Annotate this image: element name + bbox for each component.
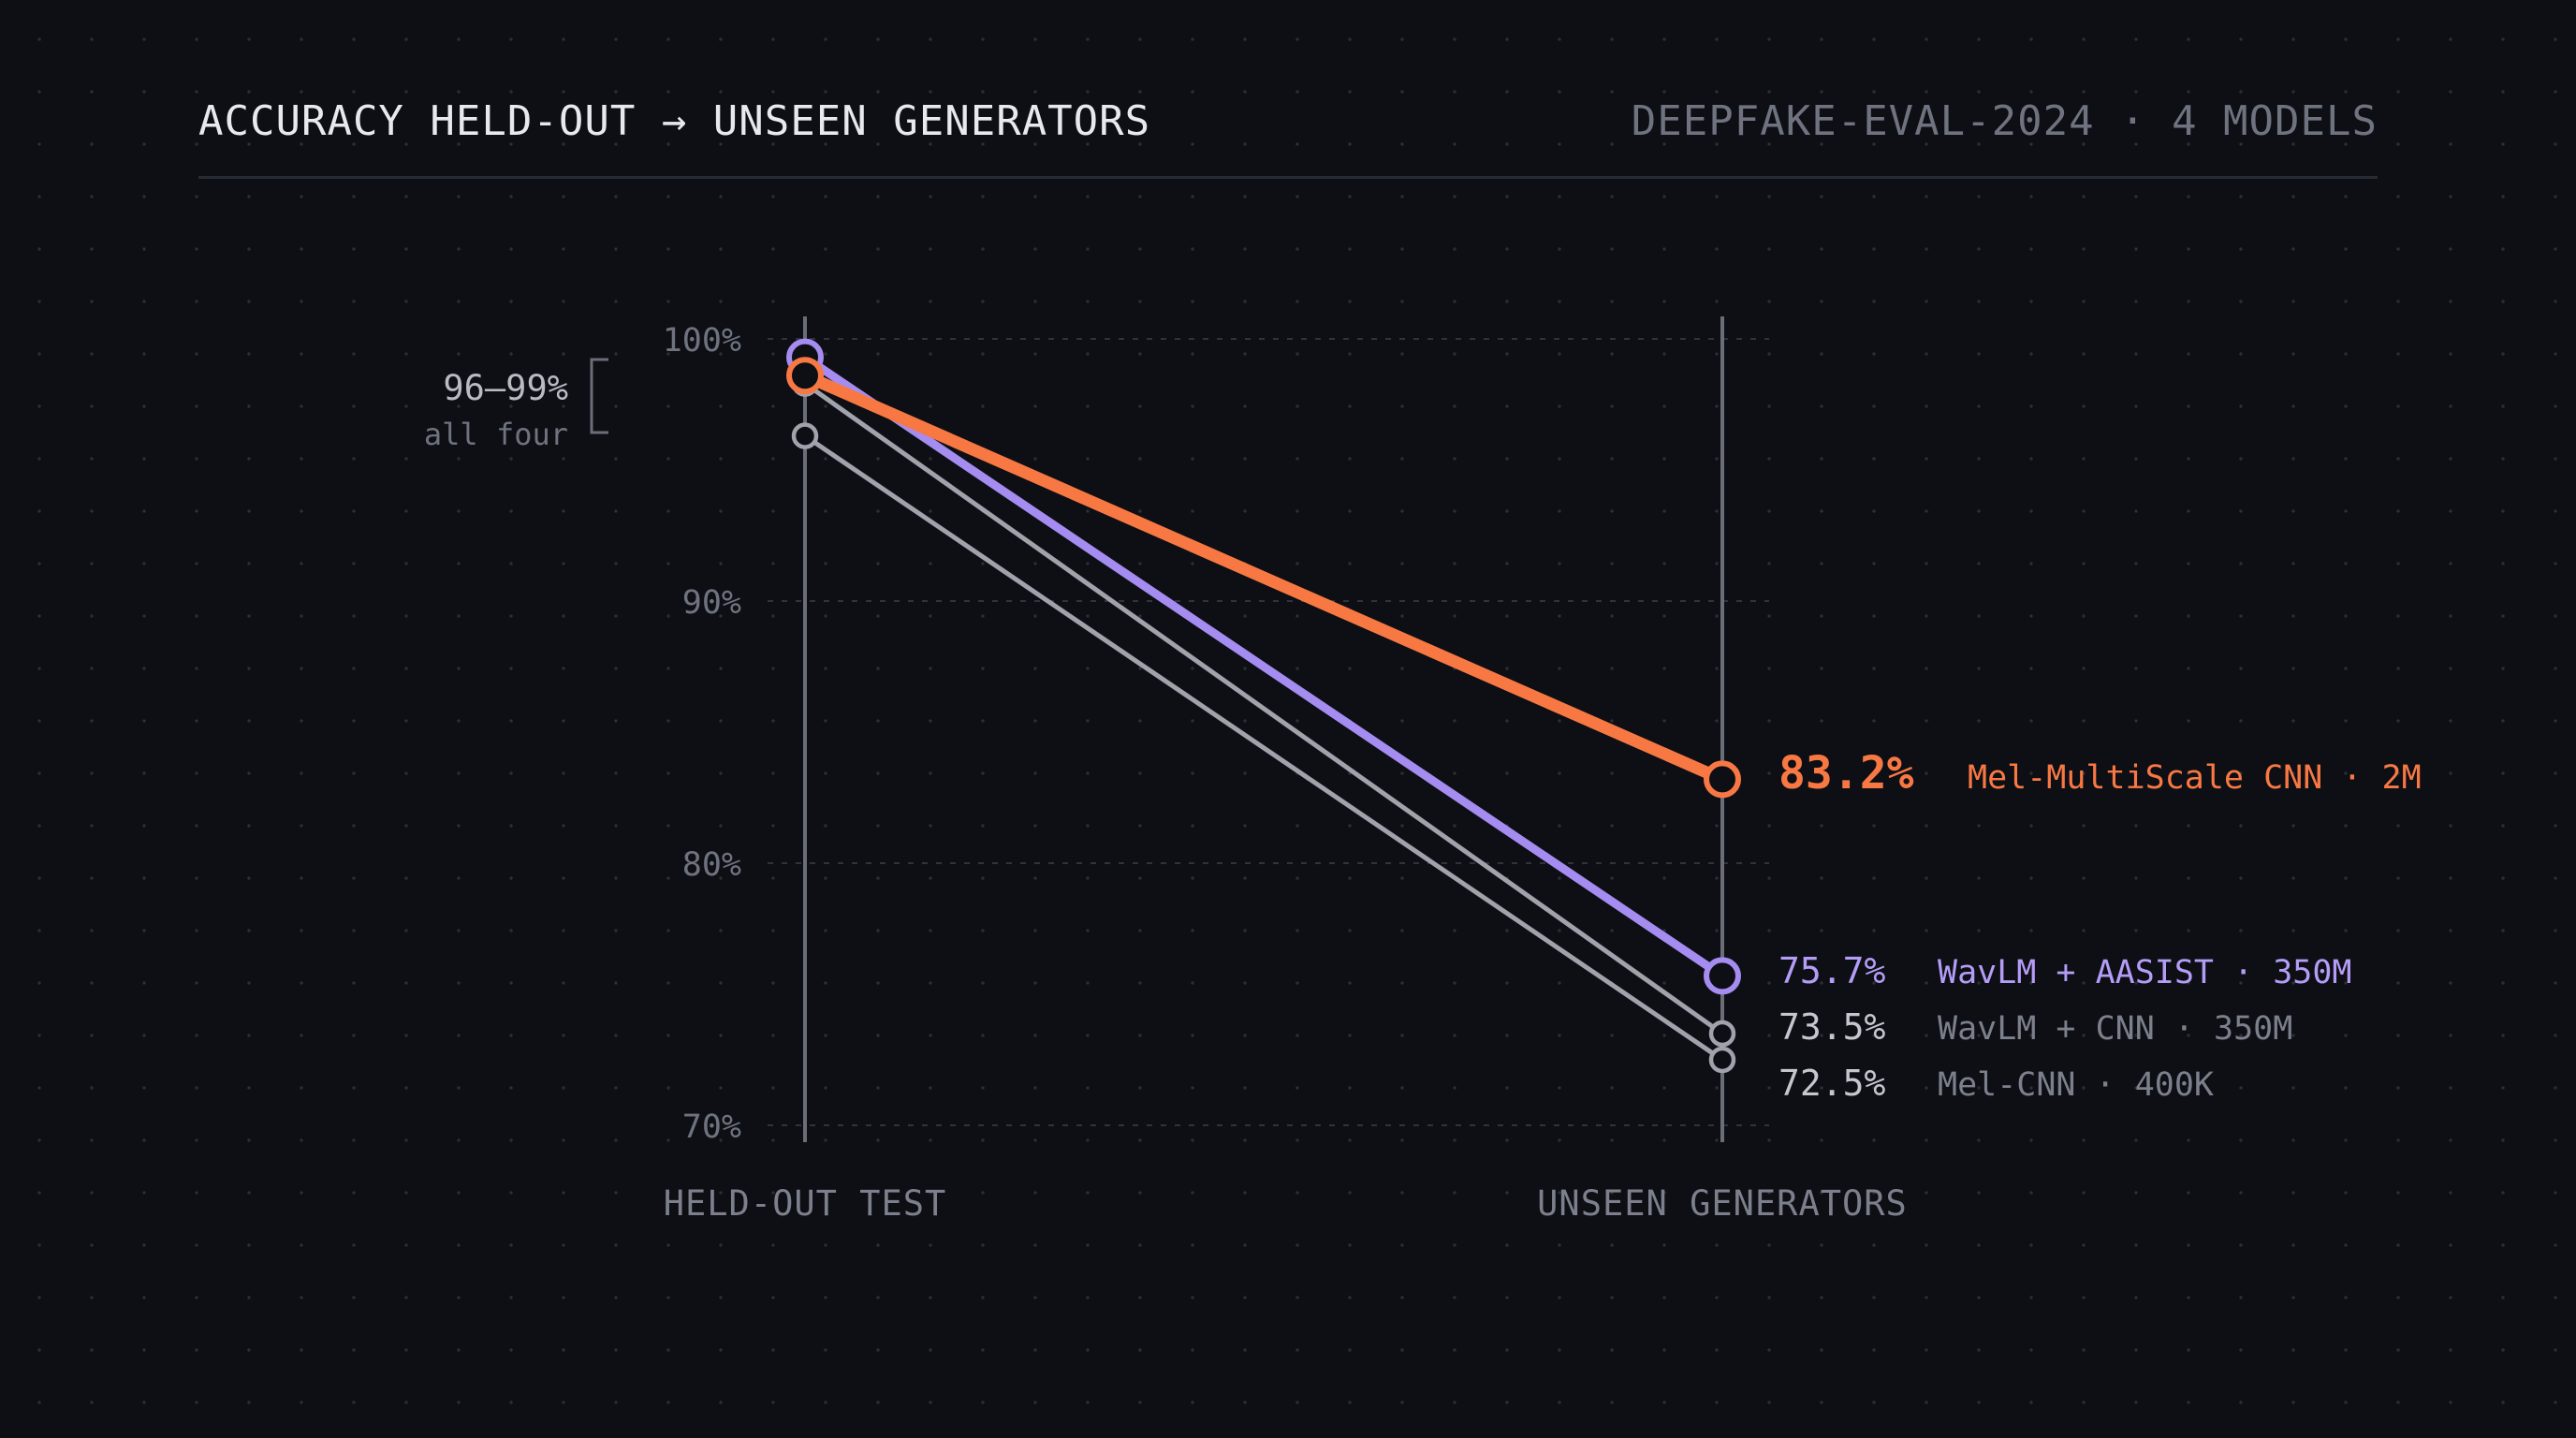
axis-layer: 100% 90% 80% 70% HELD-OUT TEST UNSEEN GENERAT… xyxy=(590,316,1908,1224)
series-name-label: Mel-CNN · 400K xyxy=(1938,1066,2214,1104)
x-category-label: HELD-OUT TEST xyxy=(664,1183,947,1224)
range-annotation-label: 96–99% xyxy=(443,368,568,408)
series-layer xyxy=(786,338,1741,1074)
series-line xyxy=(798,369,1729,785)
series-value-label: 73.5% xyxy=(1778,1006,1886,1048)
data-point xyxy=(791,422,819,449)
series-name-label: WavLM + AASIST · 350M xyxy=(1938,954,2352,991)
series-value-label: 72.5% xyxy=(1778,1063,1886,1104)
data-point xyxy=(1704,760,1741,799)
label-layer: 96–99% all four 72.5% Mel-CNN · 400K 73.5% Wa… xyxy=(424,368,2422,1104)
data-point xyxy=(786,357,824,395)
data-point xyxy=(1708,1020,1736,1048)
y-tick-label: 80% xyxy=(682,846,741,884)
series-line xyxy=(802,381,1725,1036)
range-annotation-sublabel: all four xyxy=(424,417,568,452)
series-name-label: Mel-MultiScale CNN · 2M xyxy=(1968,759,2422,797)
series-line xyxy=(802,433,1725,1063)
data-point xyxy=(1708,1046,1736,1074)
chart-title: ACCURACY HELD-OUT → UNSEEN GENERATORS xyxy=(198,97,1151,145)
range-bracket xyxy=(590,358,608,434)
y-tick-label: 70% xyxy=(682,1108,741,1146)
chart-subtitle: DEEPFAKE-EVAL-2024 · 4 MODELS xyxy=(1631,97,2378,145)
series-value-label: 75.7% xyxy=(1778,950,1886,991)
header-divider xyxy=(198,176,2378,179)
series-line xyxy=(800,353,1727,980)
data-point xyxy=(1704,957,1741,995)
series-value-label: 83.2% xyxy=(1778,747,1914,800)
y-tick-label: 90% xyxy=(682,584,741,622)
x-category-label: UNSEEN GENERATORS xyxy=(1537,1183,1908,1224)
series-name-label: WavLM + CNN · 350M xyxy=(1938,1010,2292,1048)
y-tick-label: 100% xyxy=(663,322,741,360)
